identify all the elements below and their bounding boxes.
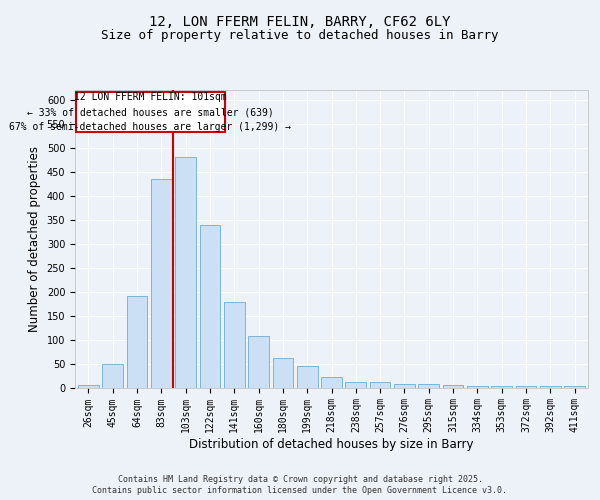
Bar <box>248 336 269 388</box>
X-axis label: Distribution of detached houses by size in Barry: Distribution of detached houses by size … <box>189 438 474 451</box>
Bar <box>272 358 293 388</box>
Bar <box>515 386 536 388</box>
Bar <box>297 366 317 388</box>
Y-axis label: Number of detached properties: Number of detached properties <box>28 146 41 332</box>
Bar <box>78 385 99 388</box>
Bar <box>540 386 560 388</box>
Bar <box>127 296 148 388</box>
Bar <box>564 386 585 388</box>
Bar <box>321 377 342 388</box>
Text: Contains HM Land Registry data © Crown copyright and database right 2025.
Contai: Contains HM Land Registry data © Crown c… <box>92 476 508 494</box>
Text: 12 LON FFERM FELIN: 101sqm
← 33% of detached houses are smaller (639)
67% of sem: 12 LON FFERM FELIN: 101sqm ← 33% of deta… <box>9 92 291 132</box>
Text: Size of property relative to detached houses in Barry: Size of property relative to detached ho… <box>101 28 499 42</box>
Text: 12, LON FFERM FELIN, BARRY, CF62 6LY: 12, LON FFERM FELIN, BARRY, CF62 6LY <box>149 16 451 30</box>
Bar <box>491 386 512 388</box>
Bar <box>346 382 366 388</box>
FancyBboxPatch shape <box>76 92 224 132</box>
Bar <box>224 302 245 388</box>
Bar <box>467 386 488 388</box>
Bar <box>175 157 196 388</box>
Bar <box>200 226 220 388</box>
Bar <box>370 382 391 388</box>
Bar <box>443 385 463 388</box>
Bar <box>151 179 172 388</box>
Bar <box>418 384 439 388</box>
Bar <box>394 384 415 388</box>
Bar <box>103 364 123 388</box>
